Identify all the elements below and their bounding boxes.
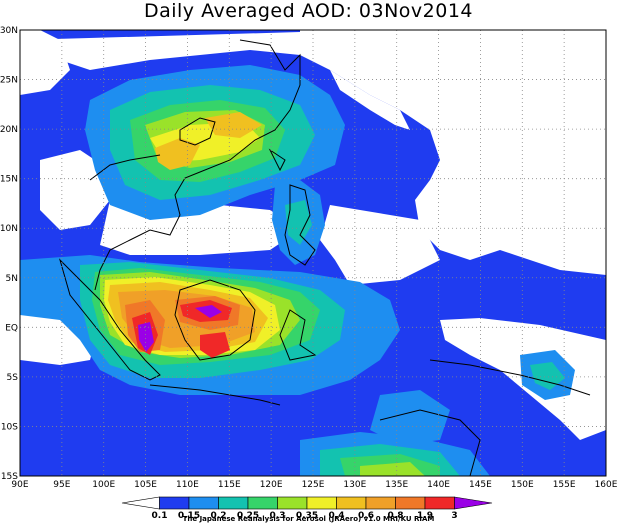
aod-contour-north — [205, 112, 262, 138]
lon-tick-label: 105E — [134, 480, 157, 490]
colorbar-swatch — [247, 496, 278, 510]
lon-tick-label: 115E — [218, 480, 241, 490]
colorbar-swatch — [336, 496, 367, 510]
colorbar-swatch — [395, 496, 426, 510]
aod-low-region — [320, 205, 440, 285]
colorbar-swatch — [121, 496, 160, 510]
aod-contour-equator — [195, 305, 222, 318]
lat-tick-label: 5N — [6, 274, 18, 284]
colorbar-swatch — [188, 496, 219, 510]
lat-tick-label: 30N — [0, 26, 18, 36]
colorbar-label: 0.6 — [358, 511, 374, 521]
lon-tick-label: 135E — [385, 480, 408, 490]
coastline-australia — [379, 409, 481, 476]
colorbar-label: 0.8 — [388, 511, 404, 521]
lon-tick-label: 125E — [302, 480, 325, 490]
aod-low-region — [40, 150, 110, 230]
coastline-mainland — [94, 39, 301, 291]
aod-low-region — [300, 30, 606, 275]
coastline-sulawesi — [279, 309, 317, 361]
lat-tick-label: 20N — [0, 125, 18, 135]
colorbar-swatch — [218, 496, 249, 510]
lon-tick-label: 110E — [176, 480, 199, 490]
lon-tick-label: 160E — [595, 480, 617, 490]
coastline-taiwan — [268, 148, 286, 172]
coastline-png — [429, 359, 591, 396]
lon-tick-label: 95E — [53, 480, 70, 490]
aod-contour-equator — [138, 322, 154, 352]
longitude-labels: 90E 95E 100E 105E 110E 115E 120E 125E 130E 135E 14… — [11, 480, 617, 490]
coastline-hainan — [179, 117, 216, 146]
colorbar-label: 0.35 — [296, 511, 318, 521]
colorbar: 0.1 0.15 0.2 0.25 0.3 0.35 0.4 0.6 0.8 1.9 3 — [121, 496, 493, 521]
colorbar-label: 0.15 — [178, 511, 200, 521]
lat-tick-label: 15N — [0, 175, 18, 185]
lat-tick-label: 25N — [0, 76, 18, 86]
aod-contour-south — [360, 462, 425, 476]
lon-tick-label: 140E — [427, 480, 450, 490]
lon-tick-label: 90E — [11, 480, 28, 490]
colorbar-label: 1.9 — [417, 511, 433, 521]
colorbar-swatch — [365, 496, 396, 510]
lat-tick-label: 15S — [1, 472, 18, 482]
coastline-sumatra — [58, 258, 161, 381]
colorbar-swatch — [424, 496, 455, 510]
colorbar-label: 3 — [451, 511, 457, 521]
colorbar-label: 0.25 — [237, 511, 259, 521]
colorbar-swatch — [454, 496, 493, 510]
map-title: Daily Averaged AOD: 03Nov2014 — [143, 0, 474, 22]
lon-tick-label: 130E — [343, 480, 366, 490]
colorbar-swatch — [306, 496, 337, 510]
lon-tick-label: 120E — [260, 480, 283, 490]
colorbar-swatch — [159, 496, 190, 510]
lat-tick-label: EQ — [5, 323, 18, 333]
aod-contour-philippines — [285, 200, 312, 245]
lat-tick-label: 5S — [7, 373, 19, 383]
coastline-indochina — [89, 154, 161, 181]
coastline-java — [149, 384, 281, 406]
lon-tick-label: 150E — [511, 480, 534, 490]
aod-contour-equator — [200, 332, 230, 358]
lon-tick-label: 145E — [469, 480, 492, 490]
coastline-philippines — [284, 184, 316, 266]
latitude-labels: 30N 25N 20N 15N 10N 5N EQ 5S 10S 15S — [0, 26, 18, 482]
aod-contour-australia — [370, 390, 450, 445]
aod-contour-north — [155, 138, 200, 170]
lat-tick-label: 10N — [0, 224, 18, 234]
aod-low-region — [330, 70, 410, 130]
aod-contour-png — [530, 362, 565, 390]
coastlines — [58, 39, 591, 476]
colorbar-label: 0.2 — [211, 511, 227, 521]
colorbar-swatch — [277, 496, 308, 510]
credit-text: The Japanese Reanalysis for Aerosol (JRA… — [182, 515, 435, 523]
aod-low-region — [20, 32, 300, 70]
colorbar-label: 0.3 — [270, 511, 286, 521]
gridlines — [20, 30, 606, 476]
plot-frame — [19, 29, 607, 477]
colorbar-label: 0.1 — [152, 511, 168, 521]
lon-tick-label: 155E — [553, 480, 576, 490]
lon-tick-label: 100E — [92, 480, 115, 490]
colorbar-label: 0.4 — [329, 511, 345, 521]
lat-tick-label: 10S — [1, 422, 18, 432]
